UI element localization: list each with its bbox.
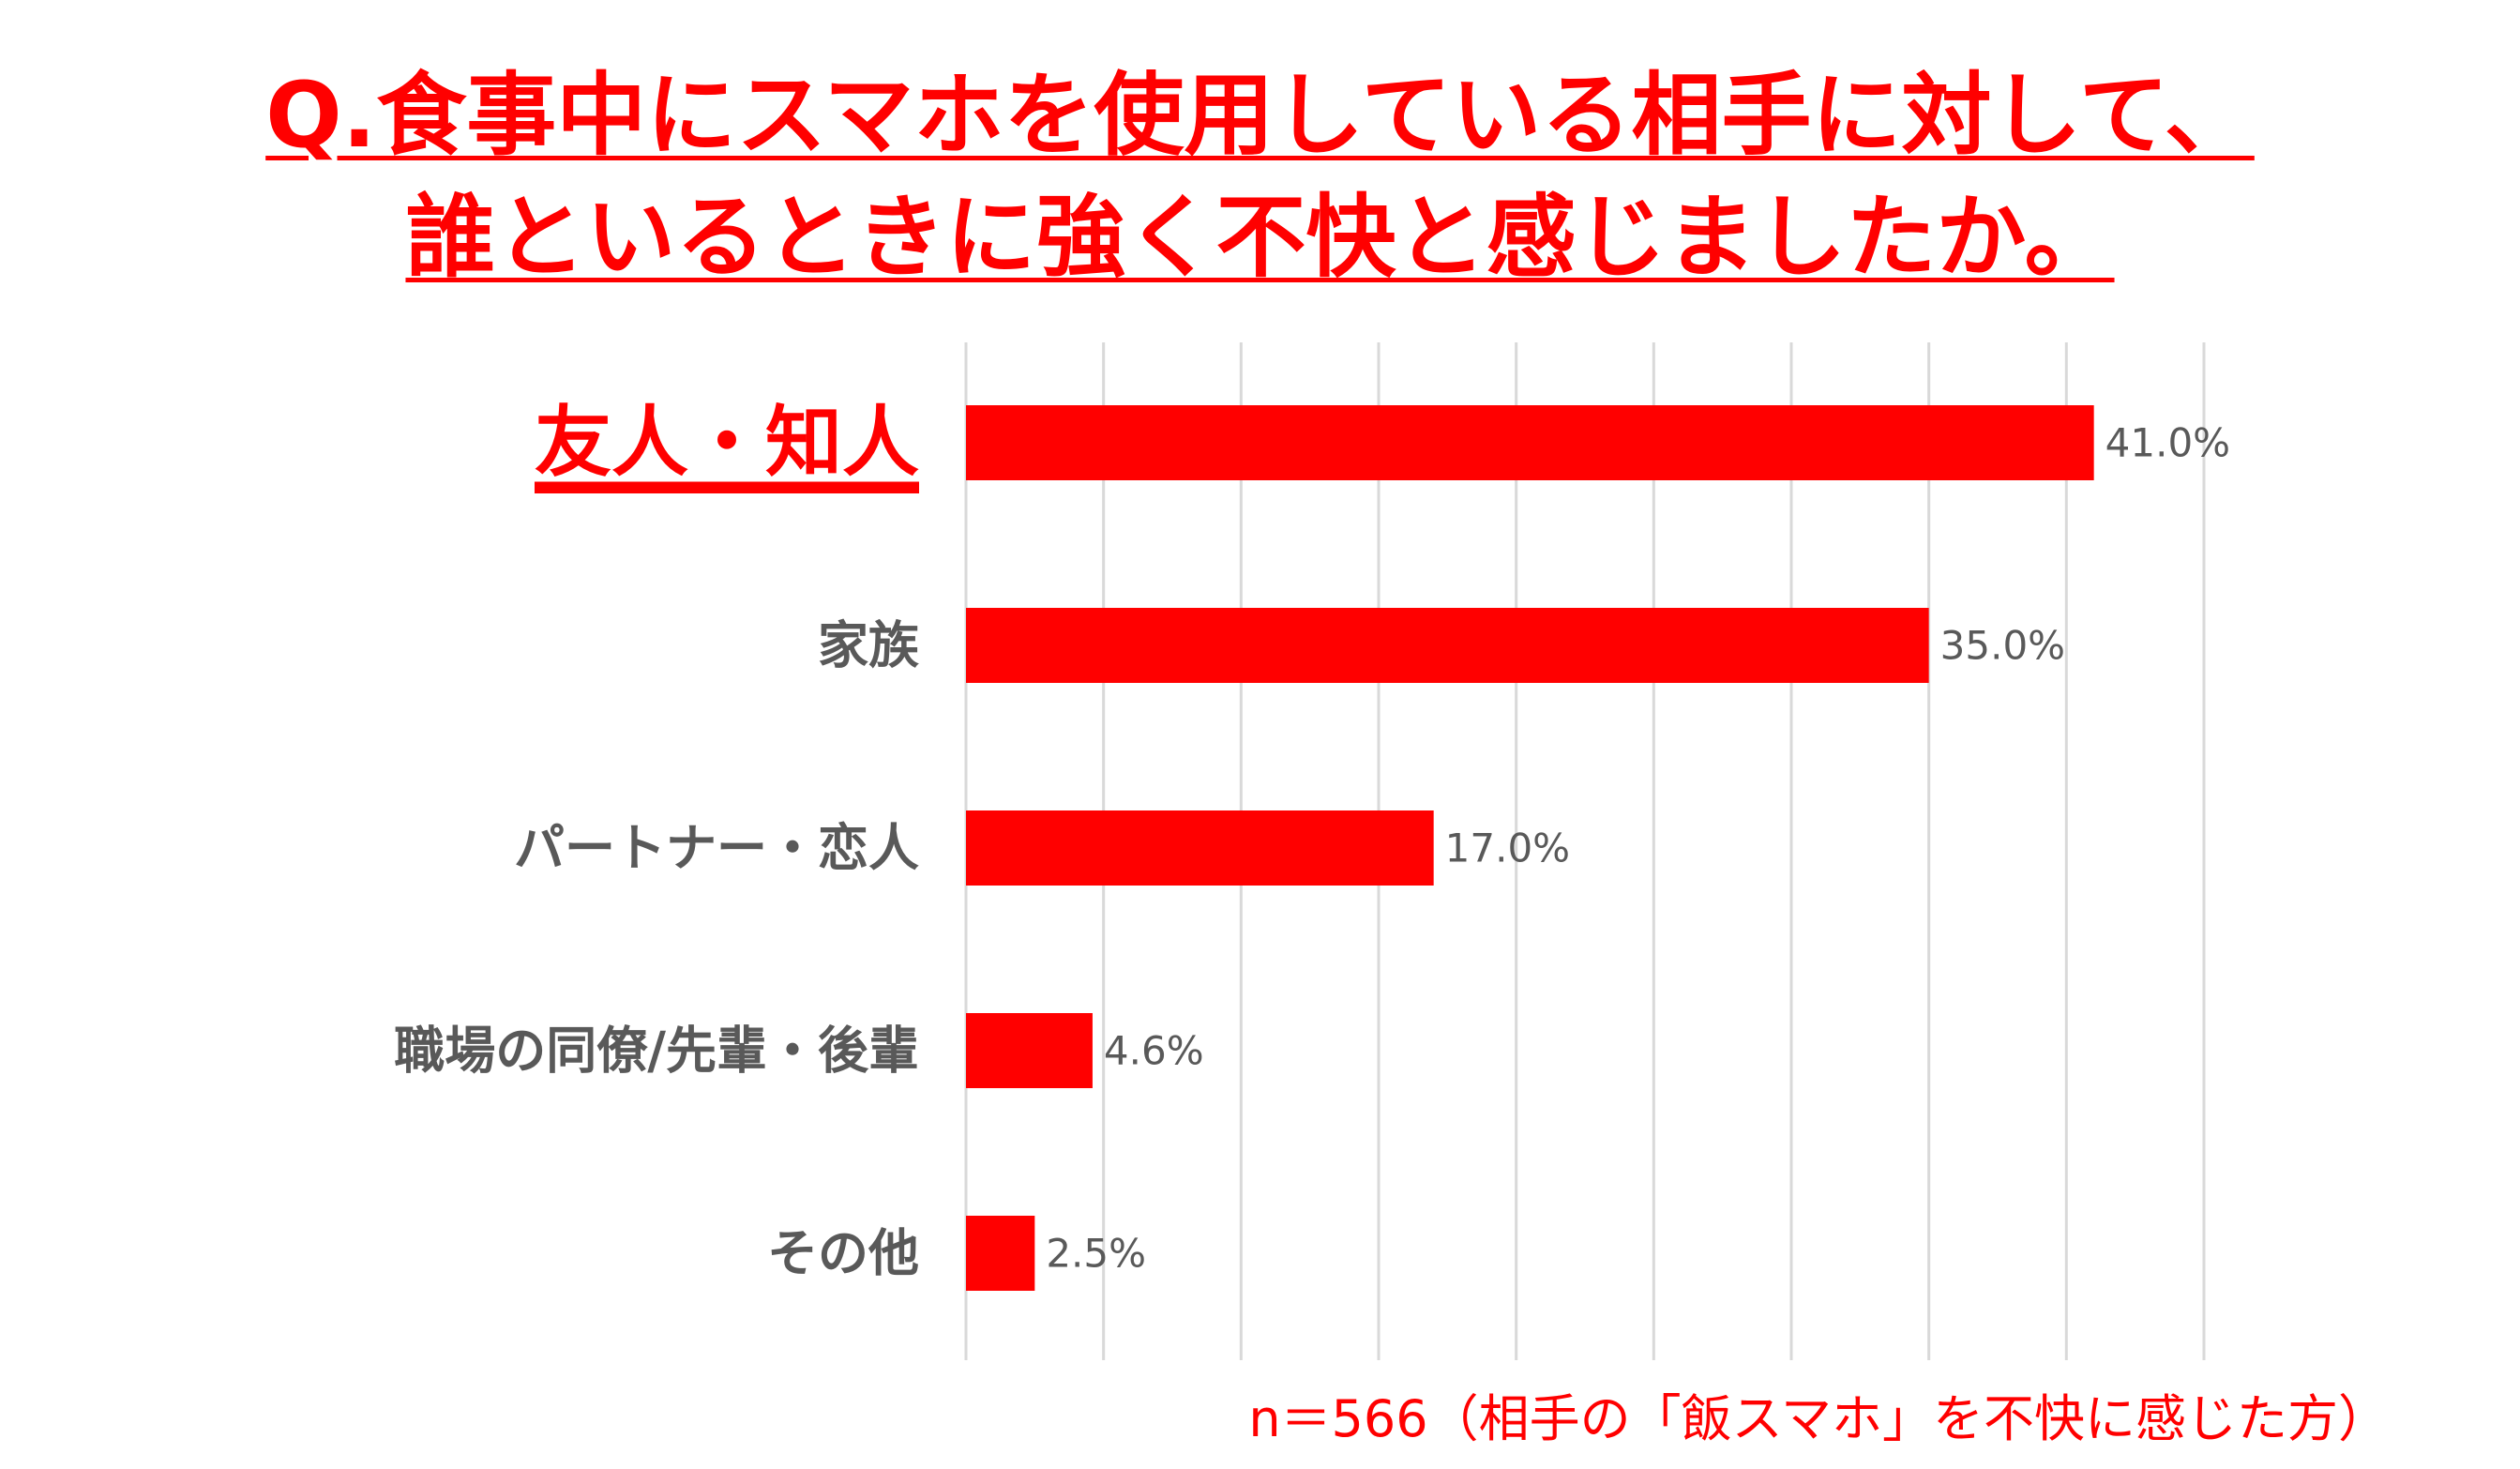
data-label: 41.0% <box>2105 420 2230 466</box>
bar <box>966 1216 1035 1291</box>
data-label: 35.0% <box>1940 623 2065 669</box>
data-label: 4.6% <box>1104 1028 1204 1074</box>
category-label: 職場の同僚/先輩・後輩 <box>394 1022 919 1081</box>
category-label: パートナー・恋人 <box>514 819 919 878</box>
category-label: その他 <box>767 1224 919 1283</box>
data-label: 17.0% <box>1445 825 1570 871</box>
title-line-2: 誰といるときに強く不快と感じましたか。 <box>405 185 2115 290</box>
bar <box>966 608 1929 683</box>
title-line-1: Q.食事中にスマホを使用している相手に対して、 <box>265 63 2255 168</box>
chart-title: Q.食事中にスマホを使用している相手に対して、 誰といるときに強く不快と感じまし… <box>0 54 2520 298</box>
category-label-highlight: 友人・知人 <box>535 399 919 488</box>
sample-size-note: n＝566（相手の「飯スマホ」を不快に感じた方） <box>1248 1389 2389 1448</box>
data-label: 2.5% <box>1046 1231 1146 1277</box>
bar <box>966 810 1434 886</box>
category-label: 家族 <box>818 616 919 675</box>
bar <box>966 405 2094 480</box>
bar <box>966 1013 1093 1088</box>
